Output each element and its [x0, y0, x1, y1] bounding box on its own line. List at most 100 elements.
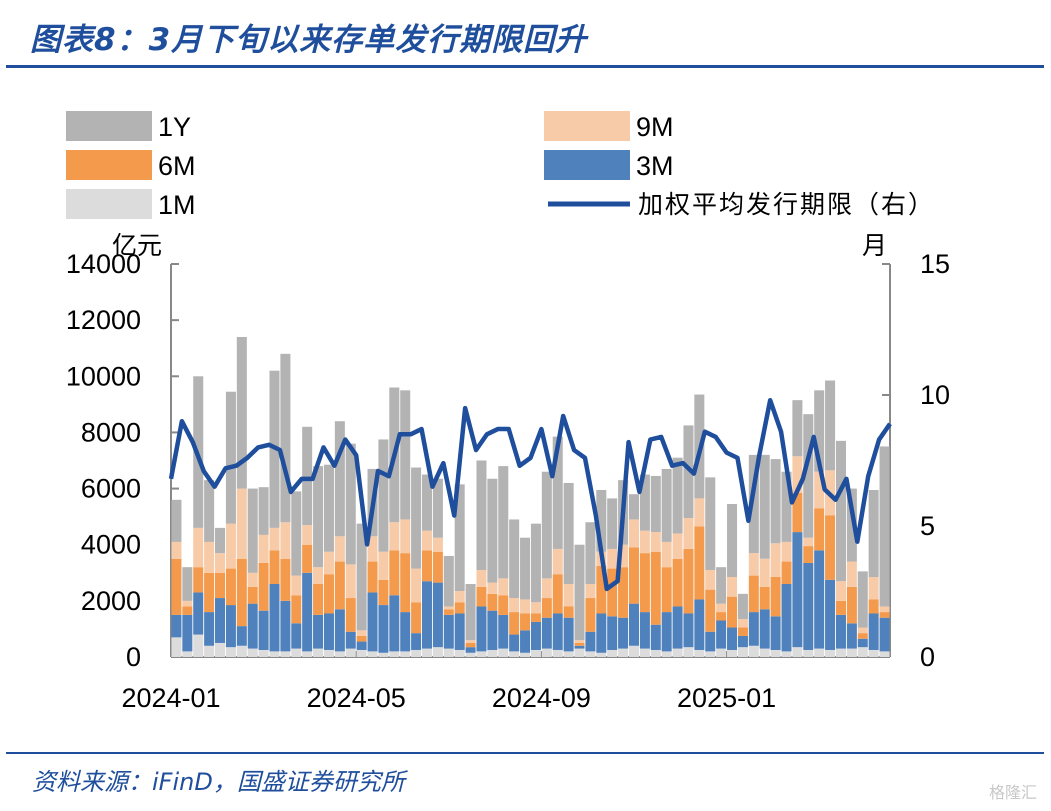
bar-segment-1M — [835, 648, 846, 657]
bar-segment-1Y — [716, 567, 727, 604]
bar-segment-9M — [585, 584, 596, 599]
bar-segment-9M — [422, 530, 433, 551]
bar-segment-1Y — [204, 480, 215, 542]
y-left-tick-label: 0 — [126, 642, 141, 672]
y-left-tick-label: 2000 — [81, 586, 141, 616]
bar-segment-3M — [737, 635, 748, 648]
bar-segment-3M — [454, 613, 465, 650]
bar-segment-6M — [411, 602, 422, 634]
bar-segment-9M — [247, 572, 258, 587]
bar-segment-9M — [737, 619, 748, 628]
bar-segment-1M — [759, 648, 770, 657]
bar-segment-1M — [868, 649, 879, 657]
bar-segment-1M — [541, 648, 552, 657]
bar-segment-6M — [727, 596, 738, 628]
y-left-tick-label: 14000 — [66, 249, 141, 279]
bar-segment-3M — [509, 634, 520, 652]
bar-segment-9M — [759, 558, 770, 587]
bar-segment-9M — [225, 523, 236, 569]
bar-segment-6M — [215, 572, 226, 599]
bar-segment-3M — [748, 612, 759, 646]
bar-segment-6M — [618, 567, 629, 618]
bar-segment-9M — [443, 606, 454, 610]
bar-segment-3M — [705, 631, 716, 652]
bar-segment-9M — [770, 543, 781, 577]
bar-segment-3M — [182, 614, 193, 652]
bar-segment-6M — [585, 598, 596, 632]
bar-segment-9M — [879, 606, 890, 613]
bar-segment-1M — [585, 651, 596, 657]
bar-segment-9M — [193, 527, 204, 568]
bar-segment-3M — [432, 582, 443, 648]
bar-segment-1Y — [236, 336, 247, 489]
bar-segment-3M — [269, 584, 280, 652]
bar-segment-3M — [225, 605, 236, 648]
bar-segment-1Y — [356, 523, 367, 631]
bar-segment-1Y — [705, 477, 716, 570]
bar-segment-1M — [563, 651, 574, 657]
bar-segment-3M — [465, 647, 476, 653]
bar-segment-1M — [825, 649, 836, 657]
bar-segment-1M — [258, 649, 269, 657]
bar-segment-6M — [367, 561, 378, 593]
bar-segment-9M — [509, 598, 520, 613]
bar-segment-6M — [443, 609, 454, 615]
x-tick-label: 2024-05 — [307, 683, 406, 713]
bar-segment-1M — [171, 637, 182, 657]
y-left-tick-label: 8000 — [81, 417, 141, 447]
y-left-tick-label: 4000 — [81, 530, 141, 560]
bar-segment-6M — [291, 595, 302, 624]
chart-canvas: 1Y 9M 6M 3M 1M 加权平均发行期限（右） 亿元 月 14000 120… — [66, 111, 950, 713]
bar-segment-6M — [280, 558, 291, 601]
bar-segment-9M — [748, 553, 759, 576]
bar-segment-3M — [520, 630, 531, 653]
bar-segment-9M — [705, 569, 716, 590]
bar-segment-1M — [596, 652, 607, 657]
bar-segment-6M — [313, 584, 324, 615]
chart-title: 图表8：3月下旬以来存单发行期限回升 — [30, 22, 588, 58]
bar-segment-1M — [411, 649, 422, 657]
bar-segment-1Y — [247, 488, 258, 573]
bar-segment-1Y — [596, 489, 607, 552]
bar-segment-6M — [792, 492, 803, 533]
legend-label-3M: 3M — [636, 151, 674, 181]
bar-segment-9M — [672, 533, 683, 559]
bar-segment-9M — [727, 577, 738, 597]
bar-segment-1Y — [171, 499, 182, 542]
bar-segment-6M — [607, 568, 618, 617]
bar-segment-3M — [280, 600, 291, 652]
axes — [170, 264, 891, 658]
bar-segment-1M — [302, 651, 313, 657]
weighted-term-line — [168, 397, 892, 592]
bar-segment-6M — [520, 613, 531, 631]
x-tick-label: 2025-01 — [677, 683, 776, 713]
bar-segment-6M — [432, 551, 443, 583]
bar-segment-9M — [661, 541, 672, 568]
bar-segment-3M — [879, 617, 890, 652]
bar-segment-1Y — [607, 498, 618, 549]
bar-segment-1Y — [792, 400, 803, 457]
bar-segment-6M — [683, 548, 694, 614]
bar-segment-9M — [857, 627, 868, 634]
y-left-tick-label: 12000 — [66, 305, 141, 335]
bar-segment-6M — [825, 515, 836, 580]
bar-segment-6M — [269, 550, 280, 585]
bar-segment-1Y — [868, 489, 879, 577]
title-divider — [6, 65, 1044, 68]
bar-segment-6M — [541, 598, 552, 618]
bar-segment-1M — [792, 647, 803, 657]
bar-segment-3M — [607, 616, 618, 650]
bar-segment-3M — [868, 613, 879, 650]
bar-segment-6M — [400, 553, 411, 613]
bar-segment-3M — [258, 610, 269, 650]
bar-segment-3M — [291, 623, 302, 649]
bar-segment-6M — [302, 544, 313, 573]
bar-segment-1Y — [182, 567, 193, 601]
bar-segment-1M — [487, 649, 498, 657]
bar-segment-9M — [323, 551, 334, 575]
bar-segment-9M — [258, 534, 269, 563]
bar-segment-1M — [247, 648, 258, 657]
bar-segment-1M — [498, 648, 509, 657]
bar-segment-6M — [258, 562, 269, 611]
y-right-tick-label: 5 — [920, 511, 935, 541]
